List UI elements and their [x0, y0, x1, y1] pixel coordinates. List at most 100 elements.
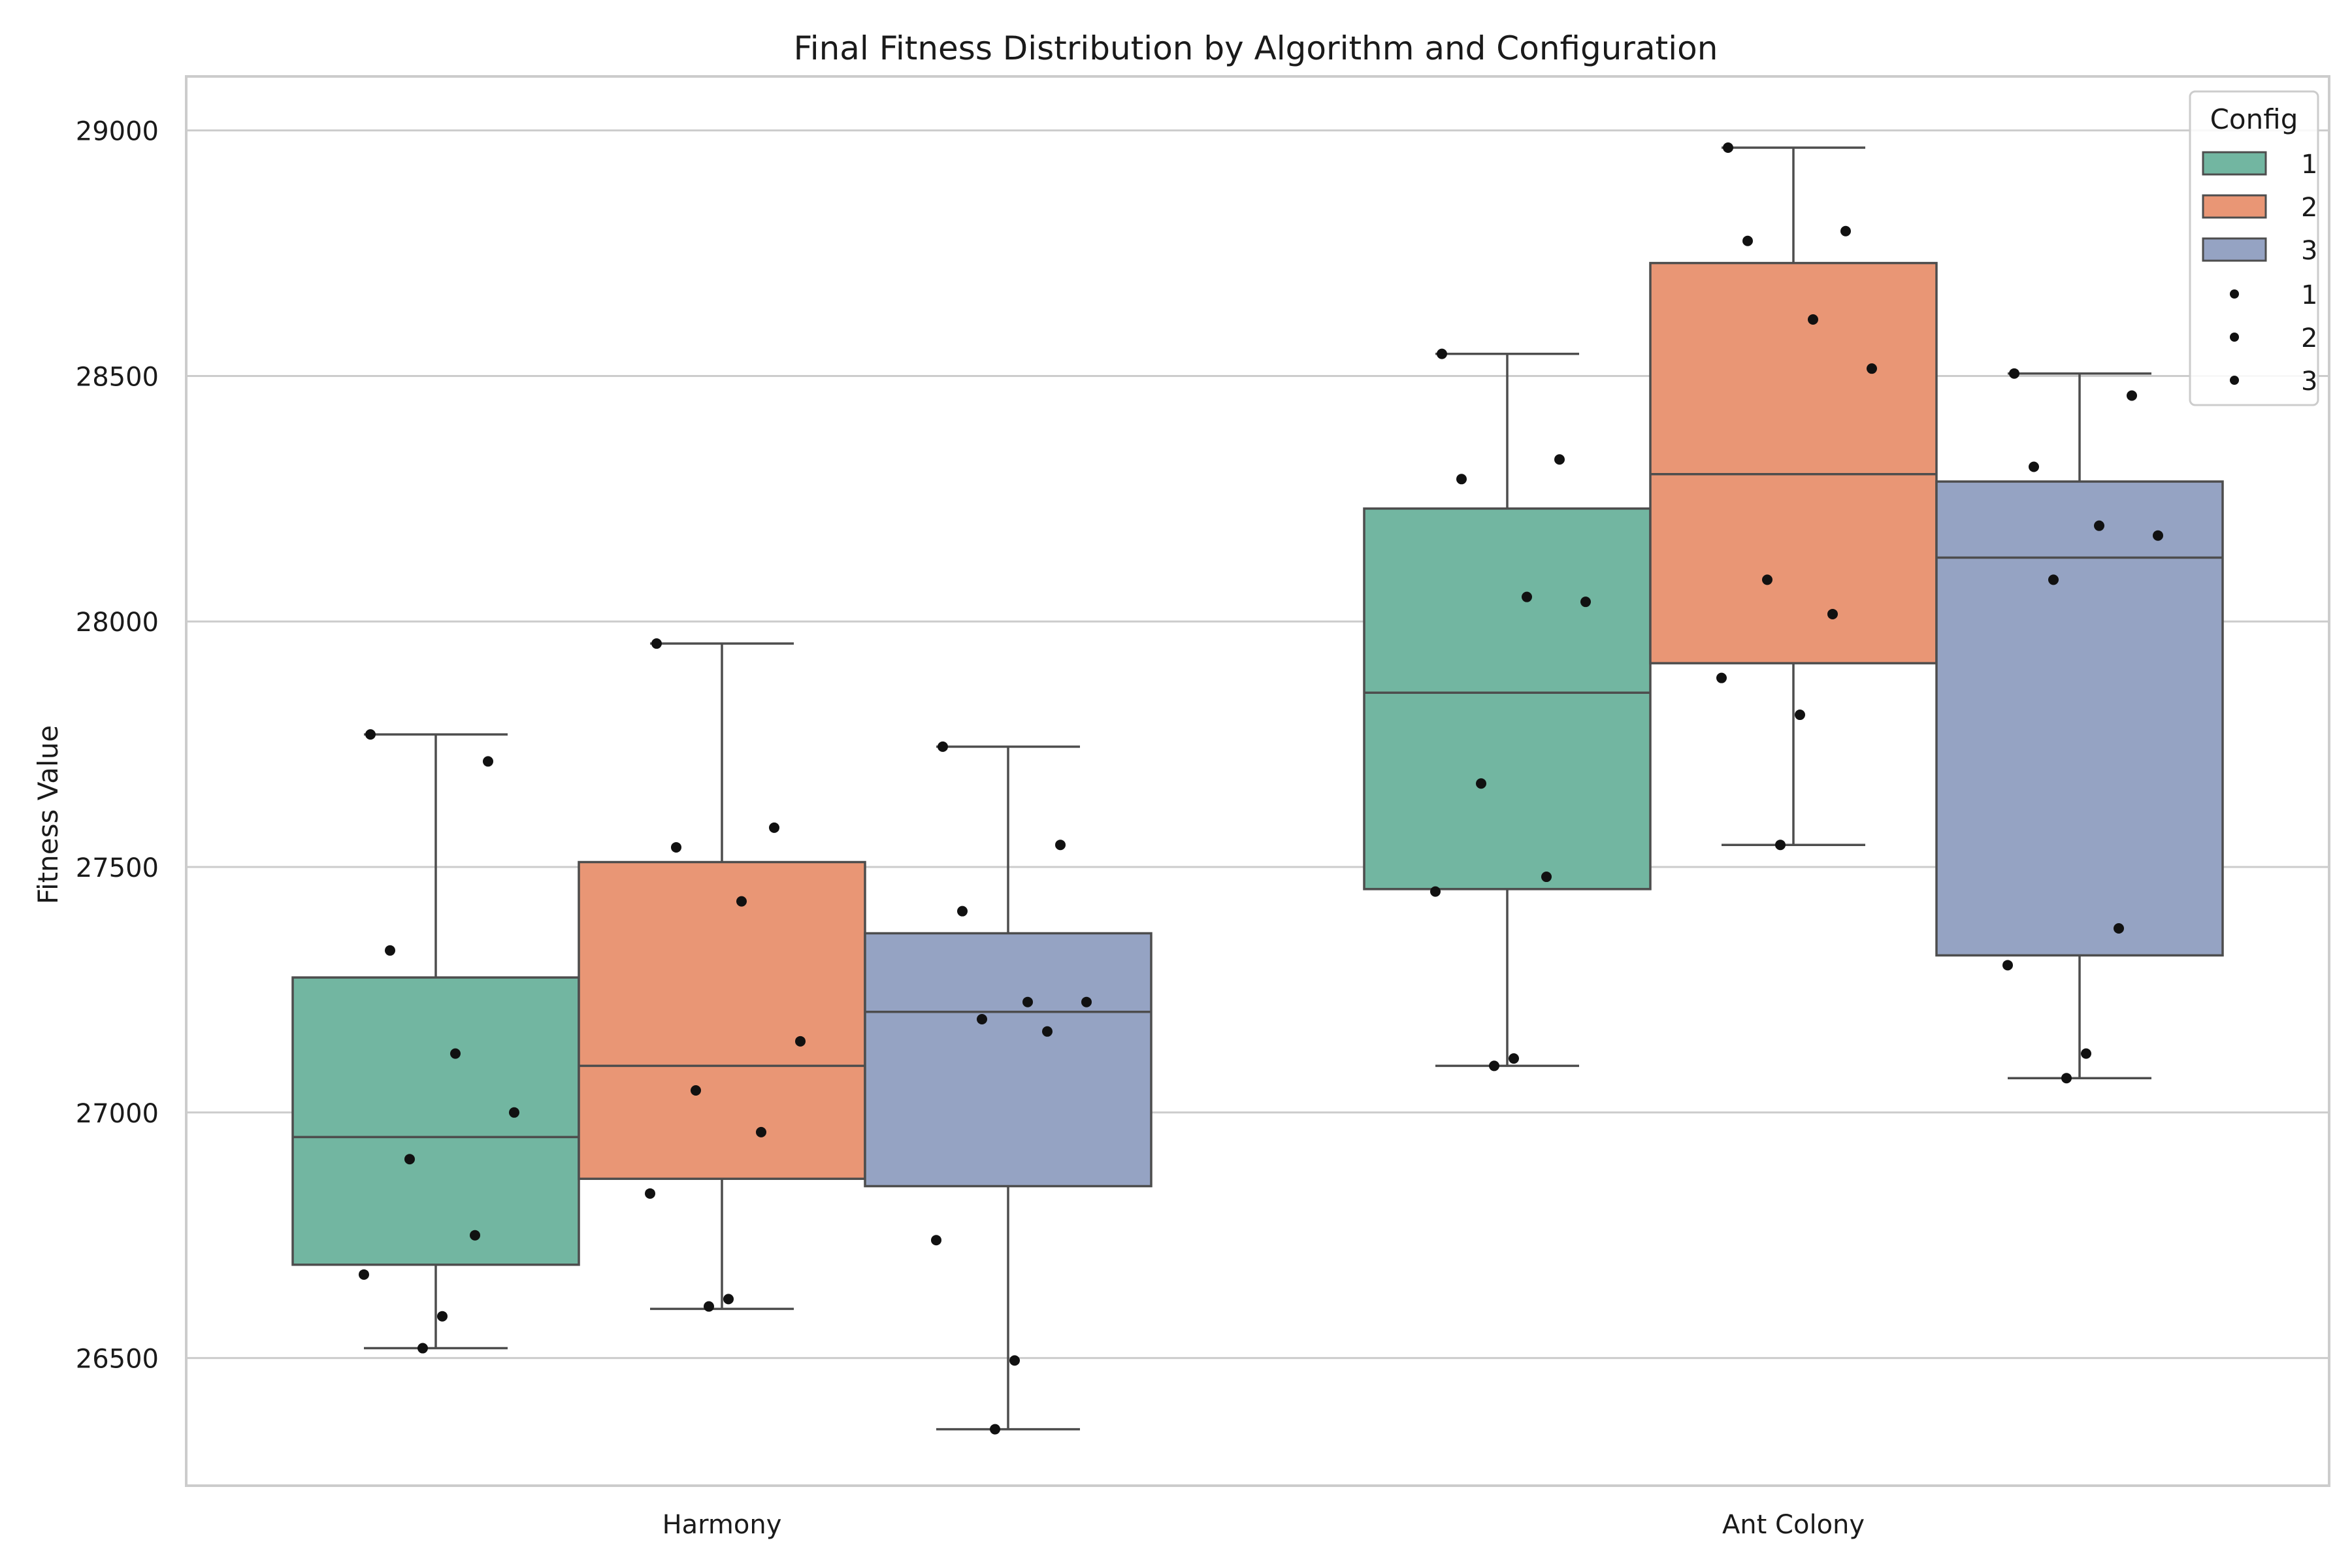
data-point: [437, 1311, 448, 1322]
data-point: [1476, 778, 1486, 789]
legend-point-marker-2: [2230, 333, 2239, 342]
data-point: [2002, 960, 2013, 971]
data-point: [1827, 608, 1838, 619]
legend-label: 1: [2301, 150, 2317, 180]
legend-swatch-1: [2202, 151, 2267, 176]
data-point: [450, 1048, 461, 1059]
box-iqr: [291, 976, 580, 1266]
data-point: [1808, 314, 1818, 325]
data-point: [651, 638, 662, 649]
data-point: [1723, 142, 1733, 153]
data-point: [1509, 1053, 1519, 1064]
data-point: [2081, 1048, 2091, 1059]
legend-label: 3: [2301, 236, 2317, 266]
data-point: [1081, 996, 1092, 1007]
data-point: [385, 945, 395, 956]
box-iqr: [1935, 480, 2224, 957]
y-tick-label: 28000: [76, 608, 159, 638]
box-iqr: [864, 932, 1152, 1188]
legend-label: 2: [2301, 323, 2317, 353]
x-tick-label: Ant Colony: [1722, 1510, 1865, 1540]
data-point: [483, 756, 493, 767]
box-3-ant-colony: [1935, 372, 2224, 1079]
data-point: [417, 1343, 428, 1354]
legend-title: Config: [2210, 103, 2298, 135]
legend-label: 2: [2301, 193, 2317, 223]
data-point: [1580, 596, 1591, 608]
data-point: [365, 729, 376, 740]
data-point: [2029, 461, 2039, 472]
data-point: [977, 1014, 987, 1025]
box-2-ant-colony: [1649, 146, 1938, 846]
y-tick-label: 27000: [76, 1099, 159, 1129]
data-point: [1437, 348, 1447, 359]
data-point: [2127, 390, 2137, 401]
data-point: [1522, 591, 1532, 602]
data-point: [1742, 235, 1753, 246]
data-point: [470, 1230, 480, 1241]
data-point: [990, 1424, 1000, 1435]
data-point: [957, 906, 968, 917]
data-point: [645, 1188, 655, 1199]
y-tick-label: 29000: [76, 117, 159, 147]
data-point: [938, 741, 948, 752]
strip-points: [359, 142, 2163, 1435]
x-tick-label: Harmony: [662, 1510, 782, 1540]
data-point: [1795, 710, 1805, 721]
data-point: [2094, 520, 2104, 531]
data-point: [1867, 363, 1877, 374]
box-iqr: [1649, 261, 1938, 664]
box-1-ant-colony: [1363, 352, 1652, 1068]
box-1-harmony: [291, 733, 580, 1350]
data-point: [704, 1301, 714, 1312]
data-point: [931, 1235, 941, 1246]
data-point: [769, 822, 779, 833]
legend-label: 3: [2301, 367, 2317, 397]
box-3-harmony: [864, 745, 1152, 1431]
data-point: [2061, 1073, 2072, 1084]
y-tick-label: 26500: [76, 1345, 159, 1375]
data-point: [691, 1085, 701, 1096]
y-tick-label: 27500: [76, 853, 159, 883]
legend-label: 1: [2301, 280, 2317, 310]
legend-point-marker-1: [2230, 289, 2239, 299]
data-point: [1716, 672, 1727, 683]
data-point: [1009, 1355, 1020, 1366]
data-point: [671, 841, 681, 853]
box-plots: [291, 146, 2224, 1431]
data-point: [1762, 574, 1772, 585]
data-point: [1055, 840, 1066, 851]
legend-point-marker-3: [2230, 376, 2239, 385]
data-point: [756, 1126, 766, 1137]
data-point: [404, 1154, 415, 1165]
legend-swatch-3: [2202, 237, 2267, 262]
y-axis-label: Fitness Value: [32, 725, 64, 904]
data-point: [1541, 872, 1552, 883]
y-axis-ticks: 26500 27000 27500 28000 28500 29000: [76, 117, 159, 1375]
data-point: [2153, 530, 2163, 541]
legend-swatch-2: [2202, 194, 2267, 219]
box-2-harmony: [578, 642, 866, 1311]
data-point: [2048, 574, 2059, 585]
data-point: [1554, 454, 1565, 465]
data-point: [2009, 368, 2019, 379]
chart-title: Final Fitness Distribution by Algorithm …: [794, 29, 1718, 67]
data-point: [509, 1107, 519, 1118]
data-point: [359, 1269, 369, 1280]
data-point: [1022, 996, 1033, 1007]
data-point: [1456, 474, 1467, 485]
data-point: [723, 1294, 734, 1305]
plot-frame: [185, 75, 2330, 1487]
data-point: [1489, 1060, 1499, 1071]
data-point: [1430, 886, 1441, 897]
box-iqr: [1363, 507, 1652, 890]
y-tick-label: 28500: [76, 362, 159, 392]
data-point: [2114, 923, 2124, 934]
data-point: [795, 1036, 806, 1047]
data-point: [1042, 1026, 1053, 1037]
x-axis-ticks: Harmony Ant Colony: [662, 1510, 1865, 1540]
data-point: [1840, 225, 1851, 237]
data-point: [736, 896, 747, 907]
